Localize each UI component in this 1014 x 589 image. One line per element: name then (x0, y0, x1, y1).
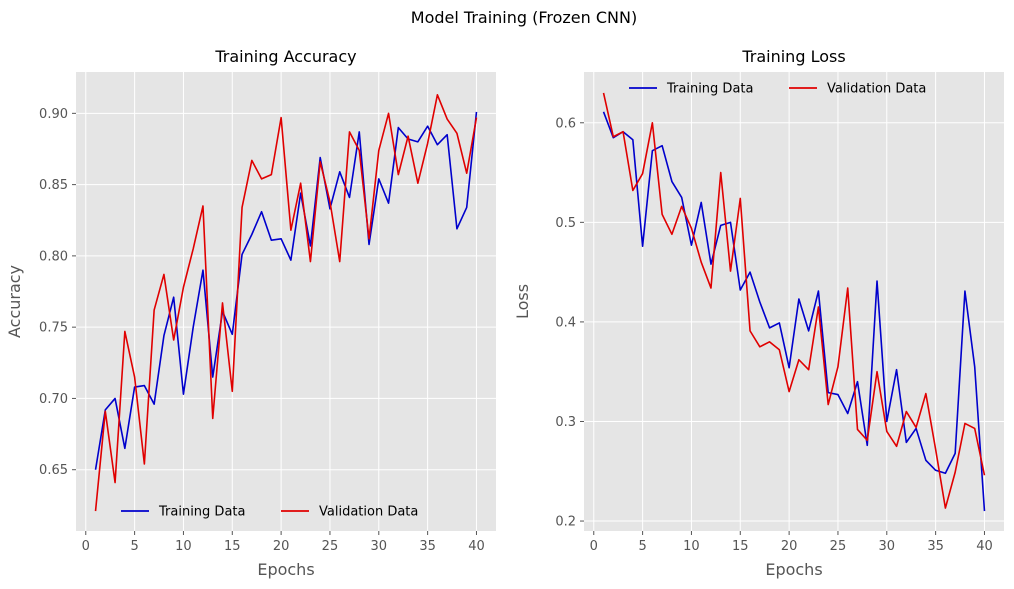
loss-x-tick-label: 30 (879, 539, 896, 554)
accuracy-plot-background (76, 72, 496, 531)
loss-x-tick-label: 25 (830, 539, 847, 554)
loss-y-tick-label: 0.4 (555, 315, 576, 330)
accuracy-x-tick-label: 0 (82, 539, 90, 554)
loss-x-tick-label: 40 (976, 539, 993, 554)
loss-y-tick-label: 0.5 (555, 216, 576, 231)
accuracy-grid (76, 72, 496, 531)
accuracy-y-tick-label: 0.85 (39, 178, 68, 193)
accuracy-x-axis-label: Epochs (257, 560, 314, 579)
loss-panel-title: Training Loss (741, 47, 845, 66)
accuracy-y-tick-label: 0.70 (39, 392, 68, 407)
loss-y-tick-label: 0.3 (555, 415, 576, 430)
loss-panel: 0 5 10 15 20 25 30 35 40 0.2 0.3 0.4 0.5 0.6 Training… (513, 47, 1004, 579)
accuracy-y-tick-label: 0.80 (39, 249, 68, 264)
accuracy-tick-labels: 0 5 10 15 20 25 30 35 40 0.65 0.70 0.75 0.80 0.85 0.90 (39, 107, 485, 554)
accuracy-x-tick-label: 35 (419, 539, 436, 554)
loss-y-tick-label: 0.6 (555, 116, 576, 131)
accuracy-panel: 0 5 10 15 20 25 30 35 40 0.65 0.70 0.75 0.80 0.85 0.90… (5, 47, 496, 579)
accuracy-x-tick-label: 15 (224, 539, 241, 554)
loss-x-tick-label: 35 (927, 539, 944, 554)
loss-legend: Training Data Validation Data (629, 82, 926, 97)
accuracy-x-tick-label: 40 (468, 539, 485, 554)
accuracy-x-tick-label: 5 (130, 539, 138, 554)
loss-legend-label: Validation Data (827, 82, 926, 97)
loss-x-tick-label: 5 (638, 539, 646, 554)
accuracy-y-axis-label: Accuracy (5, 265, 24, 338)
accuracy-series-line-training (94, 111, 478, 470)
loss-y-tick-label: 0.2 (555, 515, 576, 530)
accuracy-series-lines (94, 94, 478, 512)
loss-x-axis-label: Epochs (765, 560, 822, 579)
accuracy-x-tick-label: 25 (322, 539, 339, 554)
accuracy-legend-label: Validation Data (319, 505, 418, 520)
accuracy-panel-title: Training Accuracy (214, 47, 356, 66)
accuracy-series-line-validation (94, 94, 478, 512)
loss-x-tick-label: 0 (590, 539, 598, 554)
accuracy-x-tick-label: 20 (273, 539, 290, 554)
loss-series-lines (602, 92, 986, 512)
loss-x-tick-label: 10 (683, 539, 700, 554)
accuracy-legend: Training Data Validation Data (121, 505, 418, 520)
loss-x-tick-label: 15 (732, 539, 749, 554)
accuracy-x-tick-label: 10 (175, 539, 192, 554)
loss-series-line-training (602, 111, 986, 512)
loss-legend-label: Training Data (666, 82, 753, 97)
loss-series-line-validation (602, 92, 986, 509)
accuracy-y-tick-label: 0.75 (39, 321, 68, 336)
loss-plot-background (584, 72, 1004, 531)
accuracy-y-tick-label: 0.90 (39, 107, 68, 122)
accuracy-y-tick-label: 0.65 (39, 463, 68, 478)
accuracy-legend-label: Training Data (158, 505, 245, 520)
loss-x-tick-label: 20 (781, 539, 798, 554)
loss-tick-labels: 0 5 10 15 20 25 30 35 40 0.2 0.3 0.4 0.5 0.6 (555, 116, 992, 554)
accuracy-x-tick-label: 30 (371, 539, 388, 554)
loss-grid (584, 72, 1004, 531)
figure-suptitle: Model Training (Frozen CNN) (411, 8, 637, 27)
loss-y-axis-label: Loss (513, 284, 532, 319)
